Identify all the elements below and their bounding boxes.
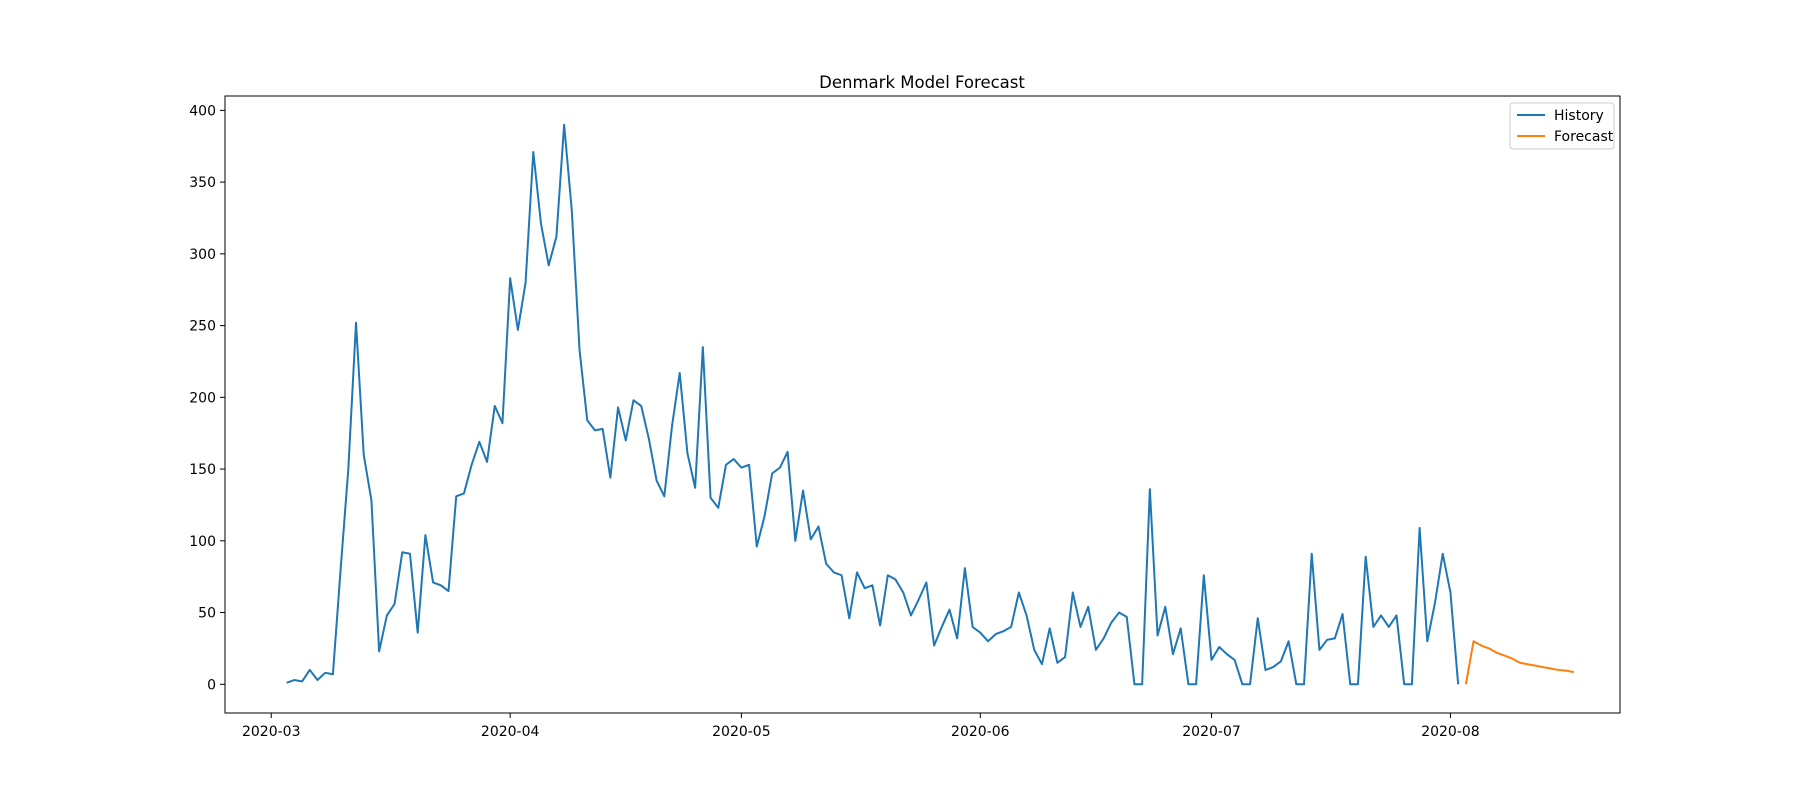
x-tick-label: 2020-05 — [712, 724, 771, 740]
x-tick-label: 2020-06 — [951, 724, 1010, 740]
y-tick-label: 0 — [207, 677, 216, 693]
series-line-history — [286, 123, 1460, 686]
x-tick-label: 2020-07 — [1182, 724, 1241, 740]
y-tick-label: 200 — [189, 390, 216, 406]
y-tick-label: 100 — [189, 534, 216, 550]
y-tick-label: 300 — [189, 247, 216, 263]
y-tick-label: 350 — [189, 175, 216, 191]
y-tick-label: 400 — [189, 103, 216, 119]
legend-label-forecast: Forecast — [1554, 129, 1614, 145]
chart-title: Denmark Model Forecast — [819, 73, 1025, 92]
x-tick-label: 2020-08 — [1421, 724, 1480, 740]
series-line-forecast — [1464, 640, 1574, 685]
legend: History Forecast — [1509, 102, 1615, 150]
y-axis: 0 50 100 150 200 250 300 350 400 — [189, 103, 225, 693]
y-tick-label: 150 — [189, 462, 216, 478]
y-tick-label: 250 — [189, 319, 216, 335]
y-tick-label: 50 — [198, 606, 216, 622]
x-tick-label: 2020-03 — [242, 724, 301, 740]
x-axis: 2020-03 2020-04 2020-05 2020-06 2020-07 2020-… — [242, 713, 1480, 740]
legend-label-history: History — [1554, 108, 1604, 124]
plot-lines — [286, 123, 1574, 686]
x-tick-label: 2020-04 — [481, 724, 540, 740]
plot-frame — [224, 95, 1621, 714]
